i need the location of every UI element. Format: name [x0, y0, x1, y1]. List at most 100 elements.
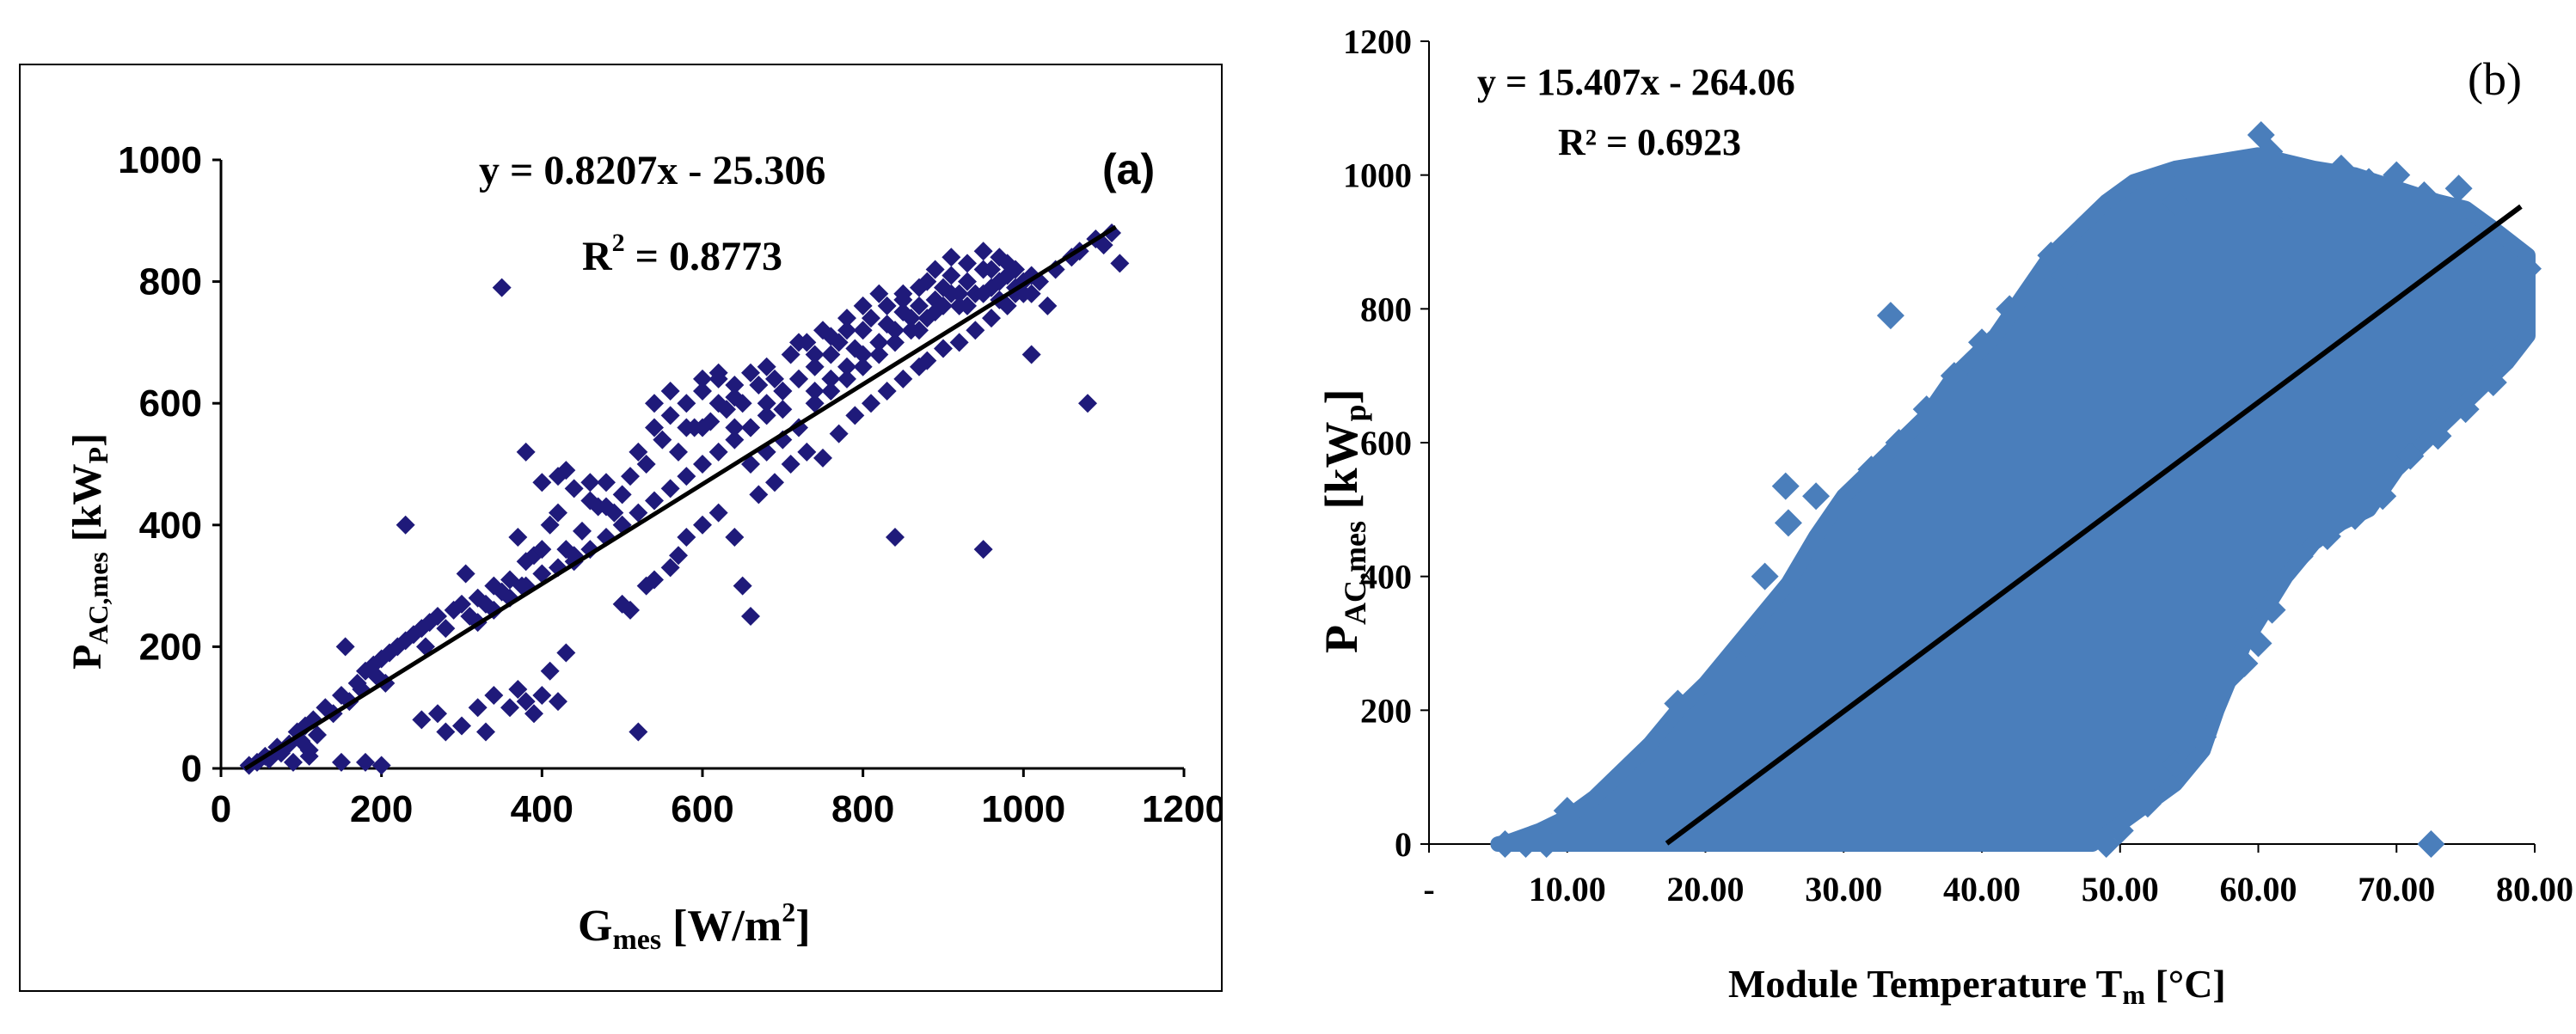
chart-a-point: [532, 564, 552, 584]
chart-a-xlabel-end: ]: [795, 902, 810, 951]
chart-a-point: [789, 369, 808, 389]
chart-a-point: [725, 418, 745, 437]
chart-b-point: [2092, 830, 2120, 858]
chart-a-point: [941, 248, 961, 267]
chart-b: 0 200 400 600 800 1000 1200 - 10.00 20.00 30.00 40.…: [1290, 0, 2576, 1030]
chart-b-ytick-label: 200: [1360, 691, 1412, 730]
chart-a-point: [621, 600, 640, 620]
chart-a-point: [677, 418, 696, 437]
chart-a-point: [958, 272, 977, 291]
chart-a-point: [660, 406, 680, 425]
chart-a-point: [500, 698, 519, 718]
chart-b-point: [2444, 174, 2473, 203]
chart-a-xtick-label: 1000: [981, 788, 1065, 830]
chart-a-point: [958, 296, 977, 315]
chart-b-point: [1664, 689, 1692, 718]
chart-a-xlabel-main: G: [578, 902, 612, 951]
chart-a-point: [564, 479, 584, 499]
chart-a-point: [549, 692, 567, 712]
chart-a-point: [837, 369, 856, 389]
chart-a-point: [789, 333, 808, 352]
chart-b-point: [2244, 629, 2272, 658]
chart-b-ylabel-unit-sub: p: [1338, 404, 1372, 421]
chart-a-point: [677, 394, 696, 413]
chart-a-point: [356, 752, 375, 772]
chart-b-point: [2383, 161, 2411, 189]
chart-b-point: [1774, 509, 1802, 537]
chart-a-point: [660, 382, 680, 401]
chart-b-point: [2133, 790, 2162, 818]
chart-b-point: [2133, 242, 2162, 270]
chart-a-point: [741, 418, 760, 437]
chart-a-point: [677, 467, 696, 486]
chart-b-point: [1719, 656, 1747, 684]
chart-a-point: [966, 321, 985, 340]
chart-b-xtick-label: 50.00: [2082, 870, 2159, 909]
chart-a-xtick-label: 800: [831, 788, 894, 830]
chart-a-xtick-label: 600: [671, 788, 733, 830]
chart-a-xlabel-sub: mes: [612, 924, 661, 956]
chart-b-ytick-label: 800: [1360, 290, 1412, 328]
chart-b-point: [2327, 154, 2355, 182]
chart-b-point: [2355, 168, 2383, 196]
chart-a-point: [452, 594, 471, 614]
chart-a-point: [612, 485, 632, 505]
chart-a-xtick-label: 400: [511, 788, 573, 830]
chart-a-point: [973, 284, 993, 303]
chart-a-point: [484, 686, 504, 706]
chart-b-point: [1771, 472, 1800, 500]
chart-a-point: [1046, 260, 1065, 279]
chart-a-point: [869, 333, 889, 352]
chart-a-point: [837, 309, 856, 328]
chart-a-point: [853, 296, 873, 315]
chart-b-xlabel: Module Temperature Tm [°C]: [1728, 962, 2226, 1010]
chart-a-xtick-label: 1200: [1142, 788, 1223, 830]
chart-a-point: [693, 418, 712, 437]
chart-b-point: [1532, 830, 1561, 858]
chart-a-point: [837, 357, 856, 376]
chart-a-point: [516, 442, 536, 462]
chart-a-point: [958, 254, 977, 273]
chart-a-point: [677, 527, 696, 547]
chart-a-point: [741, 607, 760, 626]
chart-a-point: [335, 637, 355, 657]
chart-b-ylabel: PAC,mes [kWp]: [1316, 389, 1372, 653]
chart-a-xlabel-sup: 2: [782, 896, 795, 927]
chart-a-point: [371, 756, 391, 775]
chart-a-point: [925, 260, 945, 279]
chart-b-xlabel-sub: m: [2122, 979, 2145, 1010]
chart-a-point: [821, 382, 841, 401]
chart-b-point: [1996, 295, 2024, 323]
chart-a-point: [693, 455, 712, 474]
chart-b-point: [1733, 629, 1761, 658]
chart-a-point: [532, 473, 552, 493]
chart-a-trendline: [243, 224, 1117, 771]
chart-a-ylabel: PAC,mes [kWP]: [64, 433, 113, 670]
chart-a-point: [749, 485, 769, 505]
chart-b-xlabel-end: [°C]: [2145, 962, 2226, 1006]
chart-b-point: [2451, 395, 2480, 424]
chart-a-point: [476, 722, 495, 742]
chart-a-point: [910, 296, 929, 315]
chart-a-point: [708, 442, 728, 462]
chart-b-point: [2299, 228, 2328, 256]
chart-b-points: [1491, 120, 2542, 858]
chart-b-point: [2258, 596, 2286, 624]
chart-a-point: [886, 321, 905, 340]
chart-a-point: [508, 679, 528, 699]
chart-a-ytick-label: 200: [139, 626, 202, 668]
chart-a-point: [973, 242, 993, 261]
chart-b-xlabel-main: Module Temperature T: [1728, 962, 2122, 1006]
chart-a-point: [532, 540, 552, 560]
chart-b-point: [2285, 542, 2314, 571]
chart-b-point: [1594, 803, 1622, 831]
chart-a-point: [853, 321, 873, 340]
chart-b-point: [2417, 830, 2445, 858]
chart-a-panel-label: (a): [1102, 145, 1155, 193]
chart-b-ylabel-unit: [kW: [1316, 422, 1367, 522]
chart-b-point: [2162, 187, 2190, 216]
chart-b-point: [1830, 495, 1858, 523]
chart-a-point: [428, 607, 447, 626]
chart-a-trendline-group: [243, 224, 1117, 771]
chart-a-point: [653, 430, 672, 450]
